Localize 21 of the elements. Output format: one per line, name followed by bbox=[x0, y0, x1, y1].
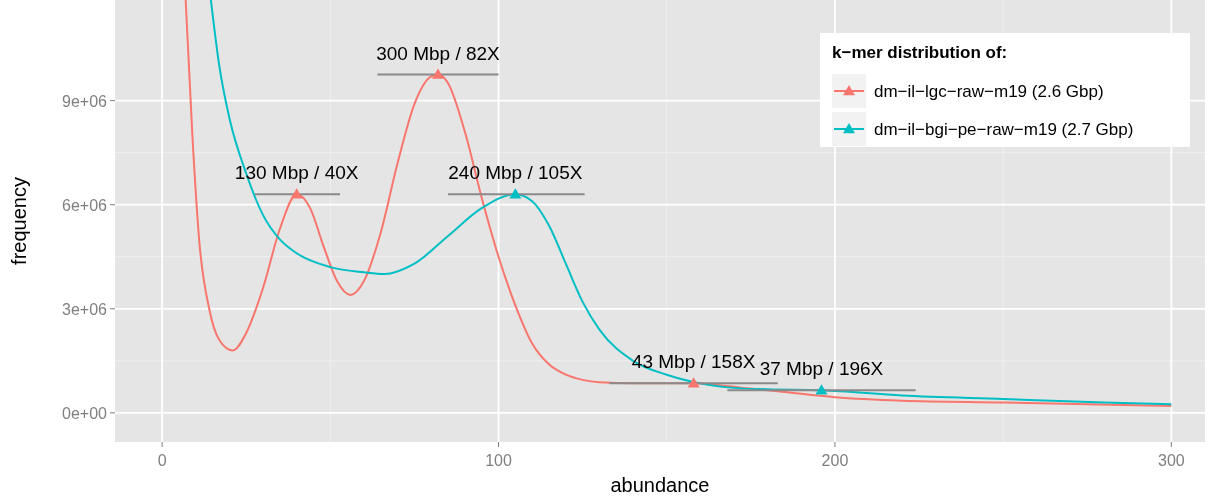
point bbox=[687, 377, 700, 388]
x-tick-label: 0 bbox=[157, 452, 167, 469]
point bbox=[431, 68, 444, 79]
y-axis-title: frequency bbox=[8, 177, 30, 265]
point bbox=[815, 384, 828, 395]
annotation: 240 Mbp / 105X bbox=[448, 162, 583, 184]
y-tick-label: 0e+00 bbox=[62, 404, 108, 422]
point bbox=[509, 188, 522, 199]
x-axis-title: abundance bbox=[610, 474, 710, 496]
y-tick-label: 3e+06 bbox=[62, 300, 108, 318]
legend-label: dm−il−bgi−pe−raw−m19 (2.7 Gbp) bbox=[874, 120, 1134, 139]
annotation: 37 Mbp / 196X bbox=[759, 358, 884, 380]
legend-label: dm−il−lgc−raw−m19 (2.6 Gbp) bbox=[874, 82, 1104, 101]
x-tick-label: 300 bbox=[1158, 452, 1185, 469]
legend-title: k−mer distribution of: bbox=[832, 43, 1008, 62]
y-tick-label: 9e+06 bbox=[62, 92, 108, 110]
annotation: 300 Mbp / 82X bbox=[376, 42, 501, 64]
x-tick-label: 200 bbox=[821, 452, 849, 469]
y-tick-label: 6e+06 bbox=[62, 196, 108, 214]
point bbox=[290, 188, 303, 199]
x-tick-label: 100 bbox=[485, 452, 512, 469]
